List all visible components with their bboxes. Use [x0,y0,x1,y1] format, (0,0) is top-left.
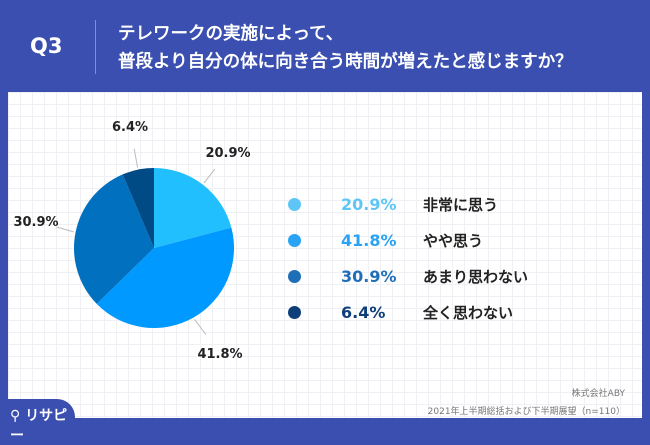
page-title: テレワークの実施によって、 普段より自分の体に向き合う時間が増えたと感じますか？ [118,20,573,76]
legend-percent: 6.4% [341,302,386,322]
leader-line [56,226,74,233]
legend-item: 6.4% 全く思わない [288,294,528,330]
pie-slice [122,168,154,248]
pie-chart: 20.9% 41.8% 30.9% 6.4% [13,120,250,362]
legend-percent: 20.9% [341,194,397,214]
divider [95,20,96,74]
data-label: 20.9% [205,146,250,161]
legend-label: あまり思わない [423,267,529,286]
data-label: 6.4% [112,120,148,135]
legend-item: 30.9% あまり思わない [288,258,528,294]
question-number: Q3 [30,34,63,58]
legend-label: 非常に思う [423,195,499,214]
title-line-2: 普段より自分の体に向き合う時間が増えたと感じますか？ [118,52,573,72]
pie-slice [96,227,234,328]
pie-slice [74,174,154,304]
leader-line [133,148,139,168]
title-line-1: テレワークの実施によって、 [118,24,344,44]
pie-slice [154,168,232,248]
legend-percent: 41.8% [341,230,397,250]
legend-label: 全く思わない [423,303,514,322]
legend: 20.9% 非常に思う 41.8% やや思う 30.9% あまり思わない 6.4% 全く思わな… [288,186,528,330]
legend-percent: 30.9% [341,266,397,286]
data-label: 41.8% [197,347,242,362]
legend-item: 41.8% やや思う [288,222,528,258]
leader-line [194,319,207,335]
data-label: 30.9% [13,215,58,230]
company: 株式会社ABY [571,389,625,399]
legend-label: やや思う [423,231,484,250]
logo: ⚲ リサピー [0,399,75,444]
pin-icon: ⚲ [10,408,21,424]
legend-dot [288,197,301,211]
legend-dot [288,269,301,283]
source: 2021年上半期総括および下半期展望（n=110） [427,407,625,417]
legend-item: 20.9% 非常に思う [288,186,528,222]
legend-dot [288,305,301,319]
leader-line [203,168,216,184]
legend-dot [288,233,301,247]
